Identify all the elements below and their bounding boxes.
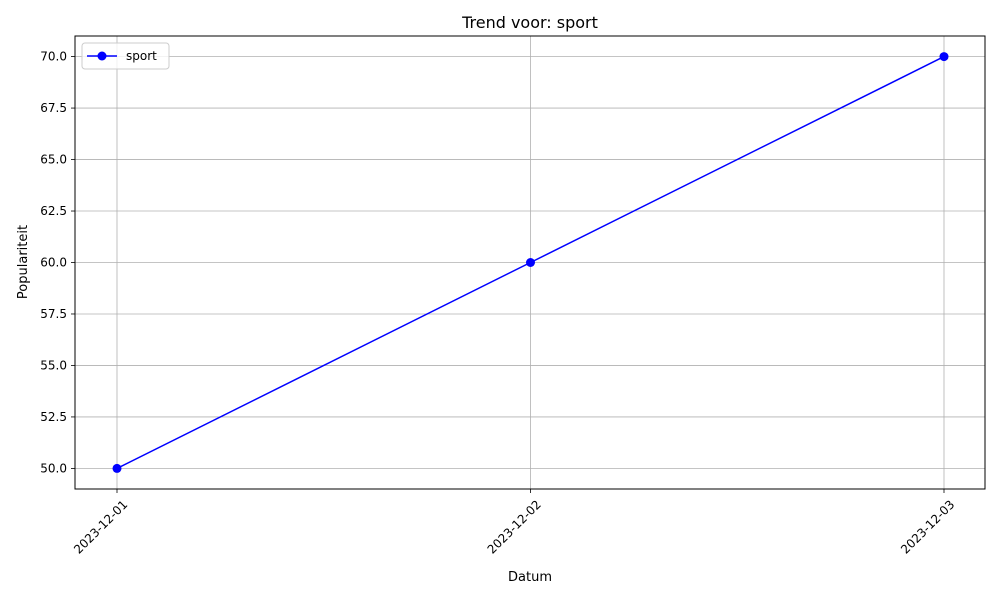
series-layer bbox=[112, 52, 949, 473]
data-point-sport-0 bbox=[112, 463, 122, 473]
legend-marker bbox=[97, 51, 107, 61]
data-point-sport-2 bbox=[939, 52, 949, 62]
x-axis-label: Datum bbox=[508, 570, 552, 585]
y-axis-ticks: 50.0 52.5 55.0 57.5 60.0 62.5 65.0 67.5 70.0 bbox=[40, 50, 75, 475]
y-tick-label: 60.0 bbox=[40, 256, 67, 270]
chart-title: Trend voor: sport bbox=[461, 13, 598, 32]
y-tick-label: 50.0 bbox=[40, 461, 67, 475]
y-tick-label: 55.0 bbox=[40, 358, 67, 372]
y-tick-label: 67.5 bbox=[40, 101, 67, 115]
y-tick-label: 65.0 bbox=[40, 153, 67, 167]
y-tick-label: 62.5 bbox=[40, 204, 67, 218]
y-axis-label: Populariteit bbox=[16, 225, 31, 299]
legend-box bbox=[81, 42, 170, 70]
data-point-sport-1 bbox=[526, 258, 535, 267]
legend-entry-sport: sport bbox=[126, 49, 157, 63]
legend: sport bbox=[81, 42, 170, 70]
y-tick-label: 70.0 bbox=[40, 50, 67, 64]
y-tick-label: 57.5 bbox=[40, 307, 67, 321]
y-tick-label: 52.5 bbox=[40, 410, 67, 424]
